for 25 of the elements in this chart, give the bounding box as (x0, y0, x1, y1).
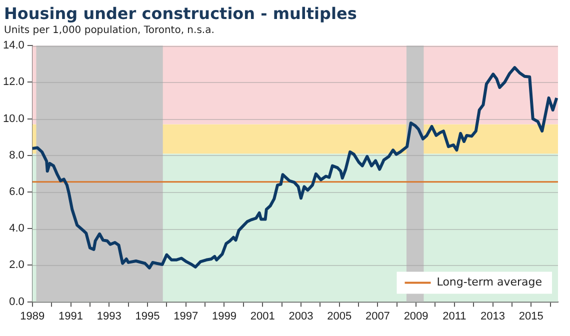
y-tick-label: 4.0 (9, 222, 24, 235)
y-tick-label: 2.0 (9, 259, 24, 272)
x-tick-label: 2007 (365, 310, 390, 322)
x-tick-label: 1993 (96, 310, 122, 322)
x-tick-label: 1995 (135, 310, 160, 322)
y-tick-label: 12.0 (2, 76, 24, 88)
y-tick-label: 14.0 (2, 40, 24, 52)
y-tick-label: 6.0 (9, 186, 24, 198)
chart-title: Housing under construction - multiples (3, 3, 358, 23)
x-tick-label: 1997 (174, 310, 198, 322)
x-tick-label: 2001 (250, 310, 275, 322)
chart-subtitle: Units per 1,000 population, Toronto, n.s.a. (3, 24, 216, 36)
x-tick-label: 1991 (58, 310, 84, 322)
x-tick-label: 2005 (327, 310, 352, 322)
y-tick-label: 8.0 (9, 149, 24, 162)
x-tick-label: 1999 (212, 310, 236, 322)
x-tick-label: 1989 (20, 310, 45, 322)
x-tick-label: 2011 (442, 310, 466, 322)
x-tick-label: 2013 (480, 310, 506, 322)
x-tick-label: 2003 (288, 310, 314, 322)
x-tick-label: 2009 (404, 310, 428, 322)
x-tick-label: 2015 (518, 310, 544, 322)
y-tick-label: 0.0 (9, 296, 24, 308)
y-tick-label: 10.0 (2, 112, 24, 125)
legend-label: Long-term average (436, 276, 542, 289)
